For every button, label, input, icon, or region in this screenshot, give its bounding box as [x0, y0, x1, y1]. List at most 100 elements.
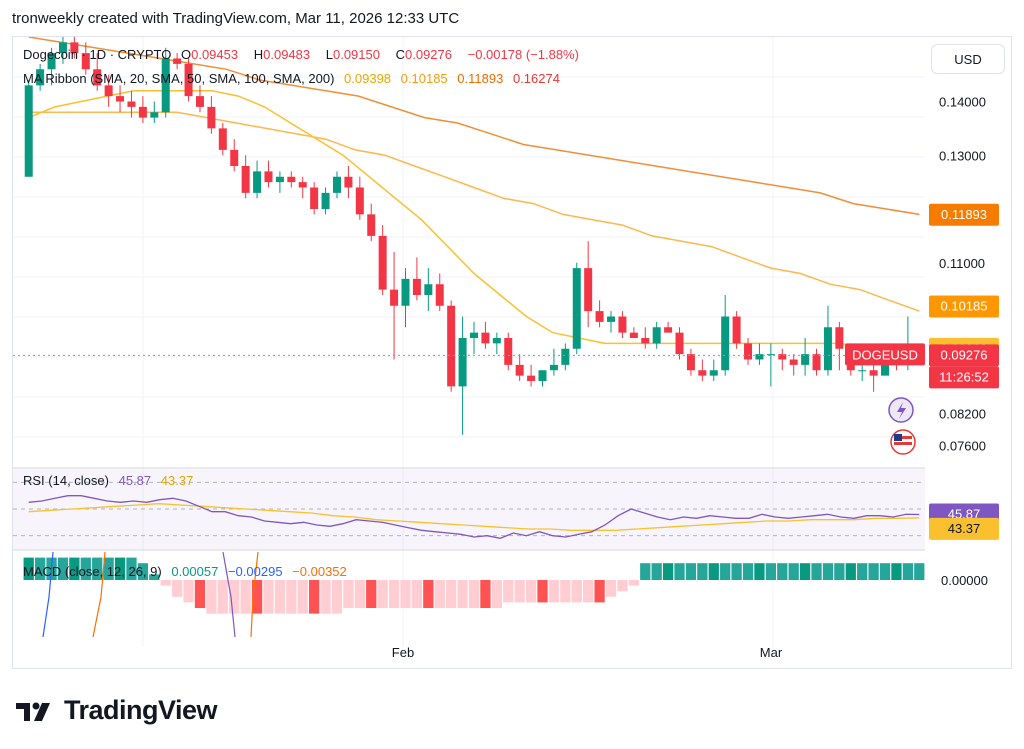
candle-body — [367, 214, 376, 236]
price-tick-label: 0.07600 — [939, 439, 986, 454]
candle-body — [275, 176, 284, 183]
macd-bar — [548, 580, 560, 603]
macd-bar — [891, 563, 902, 580]
macd-tick-label: 0.00000 — [941, 573, 988, 588]
candle-body — [241, 166, 250, 193]
candle-body — [504, 338, 513, 365]
macd-bar — [537, 580, 548, 603]
macd-bar — [674, 563, 685, 580]
candle-body — [264, 171, 273, 183]
open-label: O — [180, 47, 192, 62]
macd-bar — [331, 580, 343, 614]
candle-body — [481, 332, 490, 344]
macd-bar — [845, 563, 856, 580]
macd-bar — [411, 580, 423, 608]
macd-bar — [92, 557, 103, 580]
macd-bar — [240, 580, 251, 614]
macd-bar — [183, 580, 194, 603]
macd-bar — [788, 563, 799, 580]
candle-body — [173, 58, 182, 64]
symbol-name: Dogecoin · 1D · CRYPTO — [23, 47, 172, 62]
ma-value-20: 0.09398 — [344, 71, 392, 86]
macd-bar — [149, 574, 160, 580]
candle-body — [732, 316, 741, 344]
candle-body — [709, 370, 718, 376]
candle-body — [561, 348, 570, 365]
candle-body — [70, 42, 79, 54]
candle-body — [81, 53, 90, 70]
currency-selector[interactable]: USD — [931, 44, 1005, 74]
candle-body — [538, 370, 547, 381]
candle-body — [447, 305, 456, 387]
macd-bar — [80, 557, 91, 580]
candle-body — [344, 176, 353, 188]
candle-body — [721, 316, 730, 371]
candle-body — [401, 278, 410, 306]
us-flag-stripe-icon — [894, 436, 912, 439]
price-badge — [929, 366, 999, 389]
tv-logo-text: TradingView — [64, 695, 218, 725]
macd-bar — [23, 557, 34, 580]
macd-bar — [103, 557, 114, 580]
macd-bar — [366, 580, 377, 608]
symbol-tag-label: DOGEUSD — [852, 347, 918, 362]
macd-bar — [217, 580, 228, 614]
macd-bar — [594, 580, 605, 603]
candle-body — [390, 289, 399, 306]
candle-body — [378, 235, 387, 290]
macd-bar — [194, 580, 206, 608]
price-badge — [929, 295, 999, 318]
macd-bar — [457, 580, 468, 608]
macd-signal-value: −0.00352 — [292, 564, 347, 579]
tradingview-logo[interactable]: TradingView — [16, 695, 218, 726]
candle-body — [664, 327, 673, 333]
candle-body — [287, 176, 296, 183]
candle-body — [58, 42, 67, 54]
candle-body — [686, 354, 695, 371]
candle-body — [515, 364, 524, 376]
candle-body — [184, 63, 193, 97]
macd-bar — [742, 563, 754, 580]
macd-bar — [137, 563, 149, 580]
price-tick-label: 0.13000 — [939, 148, 986, 163]
candle-body — [127, 101, 136, 107]
macd-legend: MACD (close, 12, 26, 9) 0.00057 −0.00295… — [23, 564, 353, 579]
open-number: 0.09453 — [191, 47, 239, 62]
macd-bar — [560, 580, 571, 603]
macd-bar — [834, 563, 845, 580]
macd-bar — [640, 563, 651, 580]
candle-body — [230, 149, 239, 166]
candle-body — [492, 338, 501, 344]
macd-bar — [434, 580, 445, 608]
macd-bar — [491, 580, 502, 608]
candle-body — [150, 112, 159, 118]
macd-hist-value: 0.00057 — [171, 564, 219, 579]
rsi-badge — [929, 517, 999, 540]
price-badge — [929, 344, 999, 367]
us-flag-stripe-icon — [894, 442, 912, 445]
lightning-bolt-icon — [897, 402, 906, 419]
candle-body — [435, 284, 444, 306]
candle-body — [675, 332, 684, 355]
macd-bar — [811, 563, 822, 580]
candle-body — [572, 268, 581, 349]
macd-bar — [388, 580, 400, 608]
chart-canvas[interactable]: 0.14000 0.13000 0.11000 0.08200 0.07600 0.118… — [13, 37, 1011, 668]
rsi-badge-label: 43.37 — [948, 521, 981, 536]
candle-body — [812, 354, 821, 371]
macd-bar — [263, 580, 274, 614]
rsi-badge-label: 45.87 — [948, 507, 981, 522]
macd-bar — [297, 580, 308, 614]
macd-bar — [206, 580, 217, 614]
candle-body — [138, 106, 147, 118]
candle-body — [584, 268, 593, 312]
candle-body — [253, 171, 262, 193]
macd-bar — [777, 563, 788, 580]
candle-body — [207, 106, 216, 129]
rsi-ma-value: 43.37 — [160, 473, 194, 488]
macd-bar — [799, 563, 811, 580]
macd-bar — [503, 580, 514, 603]
chart-panel[interactable]: 0.14000 0.13000 0.11000 0.08200 0.07600 0.118… — [12, 36, 1012, 669]
macd-bar — [822, 563, 834, 580]
macd-bar — [617, 580, 628, 592]
